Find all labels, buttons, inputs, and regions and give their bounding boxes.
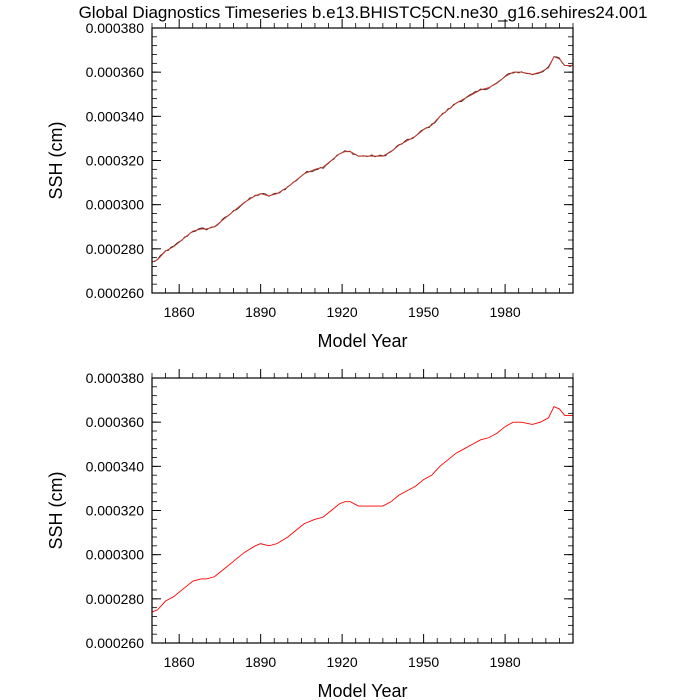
x-tick-label: 1980: [490, 304, 521, 320]
y-tick-label: 0.000340: [86, 108, 145, 124]
y-tick-label: 0.000280: [86, 241, 145, 257]
y-tick-label: 0.000380: [86, 370, 145, 386]
x-tick-label: 1920: [327, 654, 358, 670]
y-tick-label: 0.000360: [86, 64, 145, 80]
y-tick-label: 0.000320: [86, 503, 145, 519]
timeseries-plot-top: 1860 1890 1920 1950 1980 0.000260 0.000280 0.00…: [46, 19, 574, 351]
y-tick-label: 0.000300: [86, 197, 145, 213]
y-axis-title: SSH (cm): [46, 472, 66, 550]
plot-frame: [151, 377, 574, 644]
x-axis-title: Model Year: [317, 681, 407, 700]
x-tick-label: 1860: [164, 304, 195, 320]
series-smoothed-line: [151, 56, 573, 263]
series-smoothed-line: [151, 406, 573, 613]
plot-frame: [151, 27, 574, 294]
x-tick-label: 1890: [245, 304, 276, 320]
y-tick-label: 0.000340: [86, 458, 145, 474]
y-tick-label: 0.000380: [86, 20, 145, 36]
y-tick-label: 0.000280: [86, 591, 145, 607]
y-tick-label: 0.000300: [86, 547, 145, 563]
timeseries-plot-bottom: 1860 1890 1920 1950 1980 0.000260 0.000280 0.00…: [46, 369, 574, 700]
y-tick-label: 0.000260: [86, 285, 145, 301]
y-tick-label: 0.000260: [86, 635, 145, 651]
x-tick-label: 1890: [245, 654, 276, 670]
x-tick-label: 1980: [490, 654, 521, 670]
x-tick-label: 1950: [408, 654, 439, 670]
x-tick-label: 1920: [327, 304, 358, 320]
series-annual-line: [151, 56, 574, 263]
y-tick-label: 0.000360: [86, 414, 145, 430]
y-axis-title: SSH (cm): [46, 122, 66, 200]
y-tick-label: 0.000320: [86, 153, 145, 169]
x-tick-label: 1950: [408, 304, 439, 320]
x-axis-title: Model Year: [317, 331, 407, 351]
x-tick-label: 1860: [164, 654, 195, 670]
figure-title: Global Diagnostics Timeseries b.e13.BHIS…: [79, 3, 648, 22]
